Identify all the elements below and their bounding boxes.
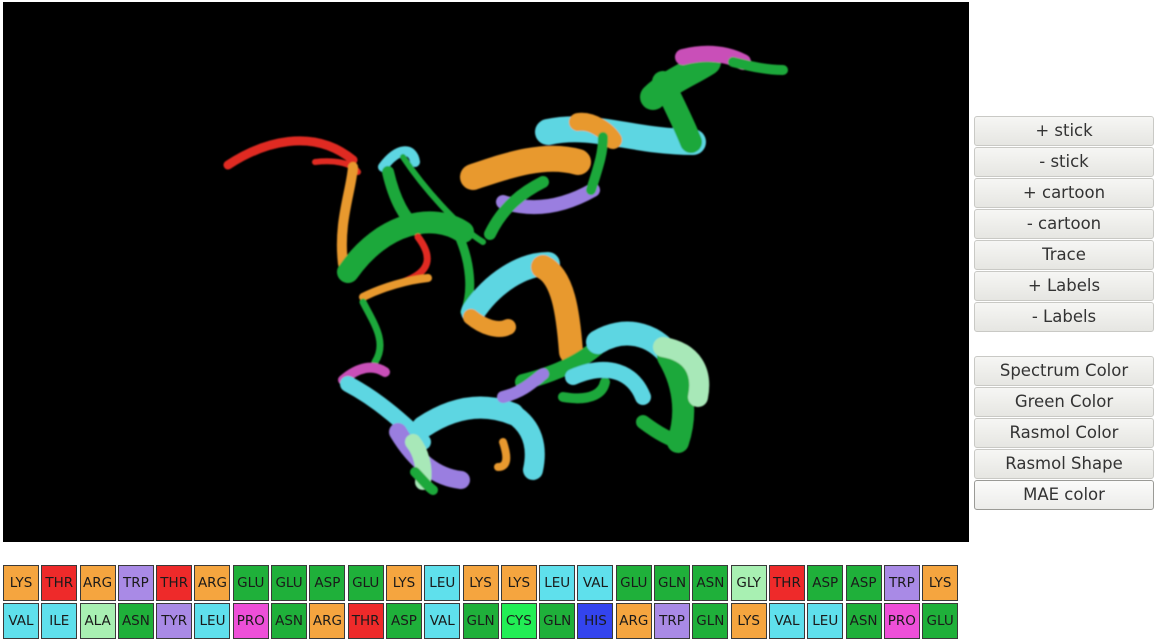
- residue-pro[interactable]: PRO: [883, 603, 920, 639]
- spectrum-color-button[interactable]: Spectrum Color: [974, 356, 1154, 386]
- residue-ile[interactable]: ILE: [41, 603, 78, 639]
- residue-val[interactable]: VAL: [768, 603, 805, 639]
- residue-thr[interactable]: THR: [347, 603, 384, 639]
- residue-asp[interactable]: ASP: [845, 565, 882, 601]
- residue-glu[interactable]: GLU: [271, 565, 308, 601]
- sequence-panel: LYS THR ARG TRP THR ARG GLU GLU ASP GLU LYS LEU LYS L…: [3, 565, 960, 641]
- trace-button[interactable]: Trace: [974, 240, 1154, 270]
- residue-asp[interactable]: ASP: [807, 565, 844, 601]
- residue-glu[interactable]: GLU: [232, 565, 269, 601]
- rasmol-color-button[interactable]: Rasmol Color: [974, 418, 1154, 448]
- residue-glu[interactable]: GLU: [615, 565, 652, 601]
- button-group-separator: [974, 333, 1154, 356]
- residue-glu[interactable]: GLU: [347, 565, 384, 601]
- green-color-button[interactable]: Green Color: [974, 387, 1154, 417]
- sequence-row: LYS THR ARG TRP THR ARG GLU GLU ASP GLU LYS LEU LYS L…: [3, 565, 960, 601]
- residue-lys[interactable]: LYS: [730, 603, 767, 639]
- residue-lys[interactable]: LYS: [922, 565, 959, 601]
- residue-asn[interactable]: ASN: [845, 603, 882, 639]
- residue-leu[interactable]: LEU: [194, 603, 231, 639]
- residue-gln[interactable]: GLN: [539, 603, 576, 639]
- remove-cartoon-button[interactable]: - cartoon: [974, 209, 1154, 239]
- molecule-viewer-canvas[interactable]: [3, 2, 969, 542]
- residue-thr[interactable]: THR: [41, 565, 78, 601]
- residue-val[interactable]: VAL: [3, 603, 39, 639]
- residue-gln[interactable]: GLN: [692, 603, 729, 639]
- residue-cys[interactable]: CYS: [500, 603, 537, 639]
- residue-lys[interactable]: LYS: [500, 565, 537, 601]
- mae-color-button[interactable]: MAE color: [974, 480, 1154, 510]
- residue-val[interactable]: VAL: [424, 603, 461, 639]
- residue-pro[interactable]: PRO: [232, 603, 269, 639]
- residue-trp[interactable]: TRP: [883, 565, 920, 601]
- viewer-controls-panel: + stick - stick + cartoon - cartoon Trace + L…: [974, 116, 1154, 511]
- residue-glu[interactable]: GLU: [922, 603, 959, 639]
- add-labels-button[interactable]: + Labels: [974, 271, 1154, 301]
- residue-gln[interactable]: GLN: [654, 565, 691, 601]
- residue-gln[interactable]: GLN: [462, 603, 499, 639]
- residue-gly[interactable]: GLY: [730, 565, 767, 601]
- residue-asn[interactable]: ASN: [117, 603, 154, 639]
- residue-asn[interactable]: ASN: [271, 603, 308, 639]
- residue-asp[interactable]: ASP: [385, 603, 422, 639]
- residue-lys[interactable]: LYS: [385, 565, 422, 601]
- residue-arg[interactable]: ARG: [194, 565, 231, 601]
- residue-thr[interactable]: THR: [768, 565, 805, 601]
- residue-lys[interactable]: LYS: [3, 565, 39, 601]
- residue-leu[interactable]: LEU: [539, 565, 576, 601]
- add-cartoon-button[interactable]: + cartoon: [974, 178, 1154, 208]
- sequence-row: VAL ILE ALA ASN TYR LEU PRO ASN ARG THR ASP VAL GLN C…: [3, 603, 960, 639]
- rasmol-shape-button[interactable]: Rasmol Shape: [974, 449, 1154, 479]
- residue-ala[interactable]: ALA: [79, 603, 116, 639]
- residue-leu[interactable]: LEU: [807, 603, 844, 639]
- remove-labels-button[interactable]: - Labels: [974, 302, 1154, 332]
- residue-thr[interactable]: THR: [156, 565, 193, 601]
- residue-leu[interactable]: LEU: [424, 565, 461, 601]
- residue-asn[interactable]: ASN: [692, 565, 729, 601]
- residue-arg[interactable]: ARG: [309, 603, 346, 639]
- residue-his[interactable]: HIS: [577, 603, 614, 639]
- residue-trp[interactable]: TRP: [117, 565, 154, 601]
- residue-arg[interactable]: ARG: [615, 603, 652, 639]
- residue-arg[interactable]: ARG: [79, 565, 116, 601]
- residue-tyr[interactable]: TYR: [156, 603, 193, 639]
- residue-lys[interactable]: LYS: [462, 565, 499, 601]
- protein-cartoon-render: [223, 45, 788, 495]
- remove-stick-button[interactable]: - stick: [974, 147, 1154, 177]
- residue-val[interactable]: VAL: [577, 565, 614, 601]
- residue-asp[interactable]: ASP: [309, 565, 346, 601]
- add-stick-button[interactable]: + stick: [974, 116, 1154, 146]
- residue-trp[interactable]: TRP: [654, 603, 691, 639]
